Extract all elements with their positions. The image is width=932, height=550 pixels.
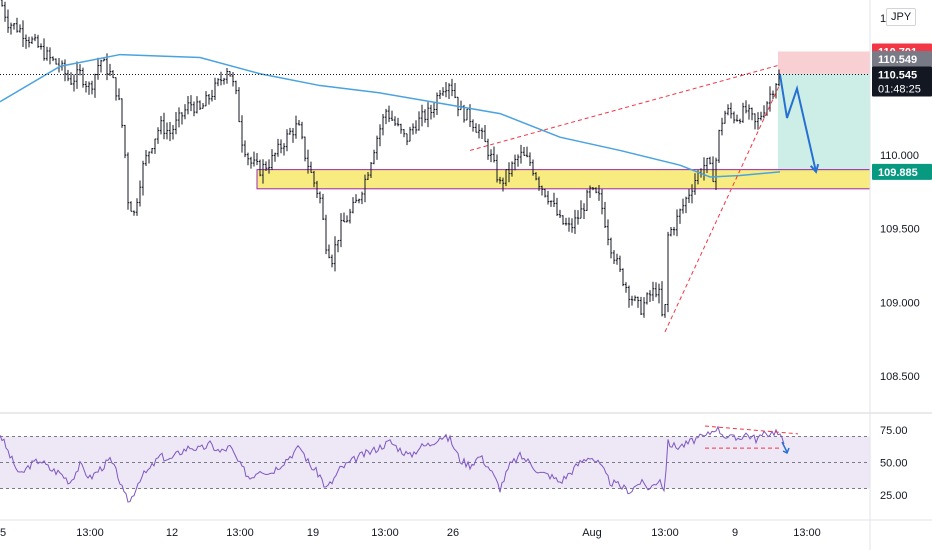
target-price-tag-text: 109.885	[878, 167, 918, 179]
rsi-divergence-upper	[704, 425, 799, 435]
drawing-overlays	[0, 53, 870, 333]
zones-layer	[256, 51, 871, 190]
price-tick-label: 109.500	[880, 224, 920, 236]
rsi-arrowhead	[782, 447, 790, 455]
symbol-label: JPY	[891, 11, 912, 23]
target-price-tag	[872, 163, 932, 180]
price-tick-label-partial: 11	[880, 13, 891, 25]
price-tick-label: 109.000	[880, 297, 920, 309]
entry-price-tag-text: 110.549	[878, 54, 917, 66]
time-tick-label: 9	[732, 527, 738, 539]
time-tick-label: 13:00	[226, 527, 254, 539]
current-price-tag-text: 01:48:25	[878, 83, 921, 95]
current-price-tag-text: 110.545	[878, 69, 917, 81]
time-tick-label: 26	[447, 527, 459, 539]
stop-loss-zone	[778, 51, 870, 74]
take-profit-zone	[778, 73, 870, 172]
rsi-arrow	[781, 441, 788, 453]
time-tick-label: 13:00	[651, 527, 679, 539]
price-tick-label: 108.500	[880, 371, 920, 383]
rsi-panel	[0, 425, 870, 503]
rsi-tick-label: 75.00	[880, 425, 908, 437]
entry-price-tag	[872, 50, 932, 67]
current-price-tag	[872, 66, 932, 97]
time-tick-label: 5	[0, 527, 6, 539]
time-tick-label: 13:00	[76, 527, 104, 539]
wedge-lower-trendline	[664, 83, 781, 333]
time-tick-label: 19	[307, 527, 319, 539]
price-tick-label: 110.000	[880, 150, 919, 162]
moving-average-line	[0, 53, 781, 178]
rsi-tick-label: 50.00	[880, 458, 908, 470]
time-tick-label: Aug	[582, 527, 602, 539]
time-tick-label: 12	[166, 527, 178, 539]
projected-arrowhead	[809, 163, 820, 174]
symbol-badge[interactable]: JPY	[886, 8, 917, 26]
time-tick-label: 13:00	[371, 527, 399, 539]
rsi-tick-label: 25.00	[880, 490, 908, 502]
wedge-upper-trendline	[469, 64, 781, 151]
time-tick-label: 13:00	[793, 527, 821, 539]
candlestick-series	[0, 0, 781, 318]
projected-path	[779, 74, 817, 173]
rsi-line	[0, 425, 785, 503]
